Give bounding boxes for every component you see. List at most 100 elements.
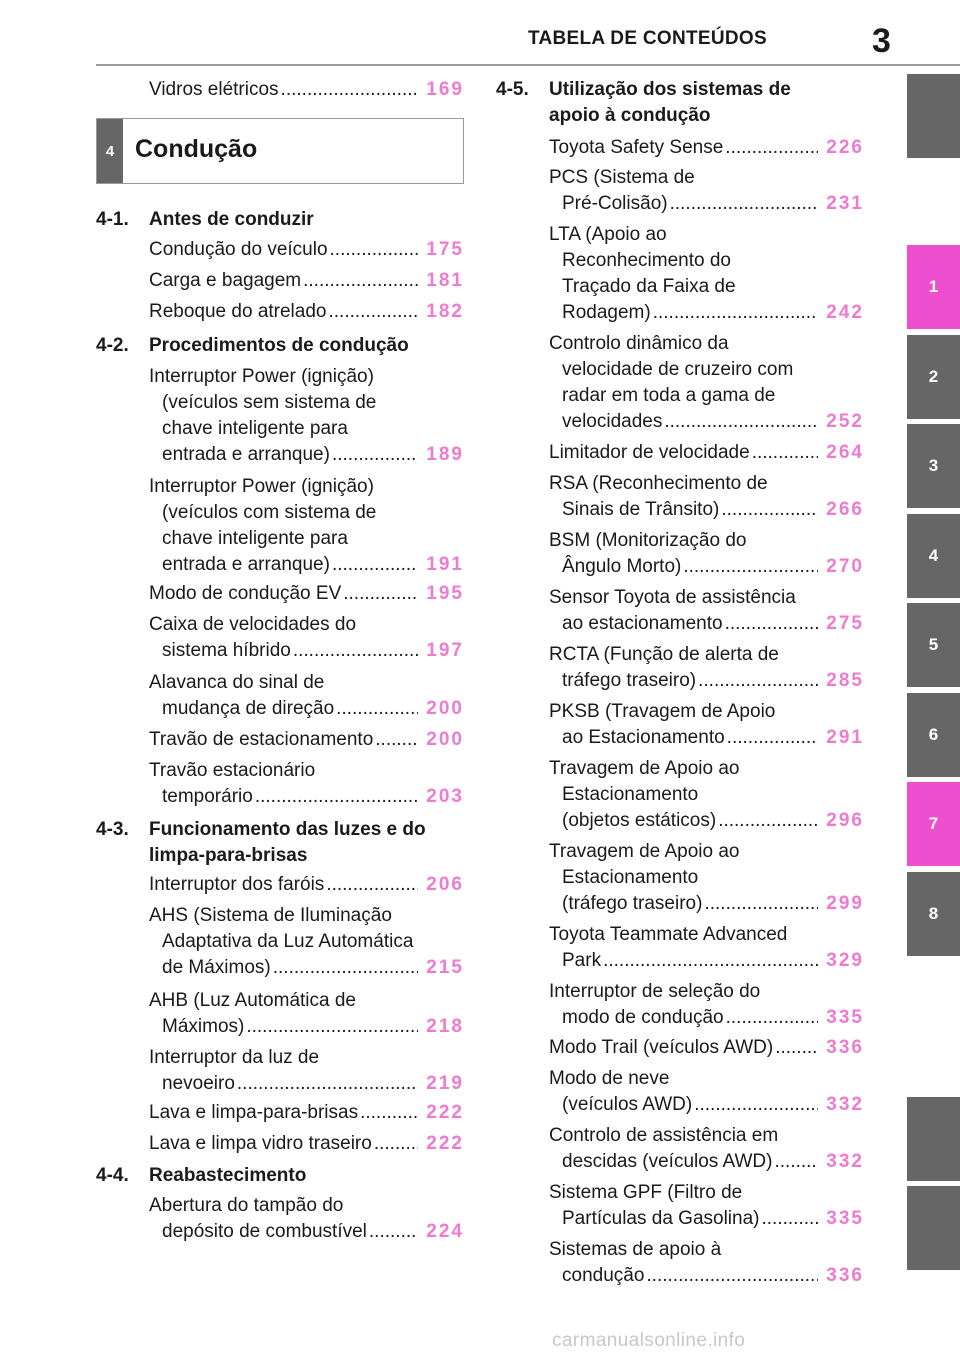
toc-entry[interactable]: PKSB (Travagem de Apoio ao Estacionamento… [496, 699, 864, 751]
toc-entry-text: nevoeiro [162, 1073, 235, 1094]
page-link[interactable]: 332 [826, 1094, 864, 1115]
toc-entry[interactable]: Limitador de velocidade.................… [496, 440, 864, 466]
toc-entry[interactable]: Condução do veículo.....................… [96, 237, 464, 263]
page-link[interactable]: 222 [426, 1102, 464, 1123]
page-link[interactable]: 329 [826, 950, 864, 971]
toc-entry[interactable]: AHS (Sistema de Iluminação Adaptativa da … [96, 903, 464, 981]
chapter-tab-8[interactable]: 8 [907, 872, 960, 956]
toc-entry[interactable]: Travagem de Apoio ao Estacionamento (tráfe… [496, 839, 864, 917]
section-title[interactable]: Reabastecimento [149, 1165, 307, 1186]
toc-entry[interactable]: BSM (Monitorização do Ângulo Morto)......… [496, 528, 864, 580]
page-link[interactable]: 242 [826, 302, 864, 323]
toc-entry[interactable]: Interruptor da luz de nevoeiro...........… [96, 1045, 464, 1097]
page-link[interactable]: 266 [826, 499, 864, 520]
toc-entry[interactable]: AHB (Luz Automática de Máximos)..........… [96, 988, 464, 1040]
page-link[interactable]: 332 [826, 1151, 864, 1172]
page-link[interactable]: 224 [426, 1221, 464, 1242]
page-link[interactable]: 182 [426, 301, 464, 322]
toc-entry[interactable]: Modo de condução EV.....................… [96, 581, 464, 607]
toc-entry[interactable]: Controlo dinâmico da velocidade de cruzei… [496, 331, 864, 435]
page-link[interactable]: 264 [826, 442, 864, 463]
section-title[interactable]: Procedimentos de condução [149, 335, 409, 356]
toc-entry[interactable]: PCS (Sistema de Pré-Colisão).............… [496, 165, 864, 217]
toc-entry[interactable]: LTA (Apoio ao Reconhecimento do Traçado da… [496, 222, 864, 326]
page-link[interactable]: 335 [826, 1208, 864, 1229]
section-title[interactable]: limpa-para-brisas [149, 845, 308, 866]
page-link[interactable]: 189 [426, 444, 464, 465]
toc-entry[interactable]: Caixa de velocidades do sistema híbrido..… [96, 612, 464, 664]
toc-entry[interactable]: Interruptor Power (ignição) (veículos com… [96, 474, 464, 578]
toc-entry[interactable]: Modo Trail (veículos AWD)...............… [496, 1035, 864, 1061]
toc-entry[interactable]: Sistemas de apoio à condução.............… [496, 1237, 864, 1289]
page-link[interactable]: 335 [826, 1007, 864, 1028]
page-link[interactable]: 336 [826, 1265, 864, 1286]
page-link[interactable]: 203 [426, 786, 464, 807]
toc-entry[interactable]: Interruptor dos faróis..................… [96, 872, 464, 898]
toc-entry-text: Lava e limpa vidro traseiro [149, 1133, 372, 1154]
page-link[interactable]: 215 [426, 957, 464, 978]
chapter-tab-3[interactable]: 3 [907, 424, 960, 508]
toc-entry[interactable]: Vidros elétricos........................… [96, 77, 464, 103]
page-link[interactable]: 275 [826, 613, 864, 634]
dot-leader: ........................................… [704, 893, 818, 914]
section-title[interactable]: Utilização dos sistemas de [549, 79, 791, 100]
page-link[interactable]: 296 [826, 810, 864, 831]
chapter-tab-5[interactable]: 5 [907, 603, 960, 687]
page-link[interactable]: 206 [426, 874, 464, 895]
toc-entry[interactable]: Sensor Toyota de assistência ao estaciona… [496, 585, 864, 637]
toc-entry[interactable]: Travão estacionário temporário...........… [96, 758, 464, 810]
toc-entry[interactable]: Alavanca do sinal de mudança de direção..… [96, 670, 464, 722]
toc-entry[interactable]: Interruptor de seleção do modo de conduçã… [496, 979, 864, 1031]
toc-entry[interactable]: Modo de neve (veículos AWD)..............… [496, 1066, 864, 1118]
chapter-tab-1[interactable]: 1 [907, 245, 960, 329]
page-link[interactable]: 231 [826, 193, 864, 214]
toc-entry-text: Travagem de Apoio ao [549, 758, 740, 779]
page-link[interactable]: 226 [826, 137, 864, 158]
toc-entry[interactable]: Interruptor Power (ignição) (veículos sem… [96, 364, 464, 468]
toc-entry[interactable]: Sistema GPF (Filtro de Partículas da Gaso… [496, 1180, 864, 1232]
toc-entry-text: BSM (Monitorização do [549, 530, 747, 551]
page-link[interactable]: 285 [826, 670, 864, 691]
toc-entry[interactable]: Reboque do atrelado.....................… [96, 299, 464, 325]
chapter-tab-2[interactable]: 2 [907, 335, 960, 419]
chapter-tab-4[interactable]: 4 [907, 514, 960, 598]
toc-entry[interactable]: Toyota Teammate Advanced Park............… [496, 922, 864, 974]
page-link[interactable]: 291 [826, 727, 864, 748]
toc-entry[interactable]: Carga e bagagem.........................… [96, 268, 464, 294]
toc-entry[interactable]: Abertura do tampão do depósito de combust… [96, 1193, 464, 1245]
toc-entry-text: Caixa de velocidades do [149, 614, 357, 635]
toc-entry[interactable]: RSA (Reconhecimento de Sinais de Trânsito… [496, 471, 864, 523]
toc-entry[interactable]: RCTA (Função de alerta de tráfego traseir… [496, 642, 864, 694]
chapter-heading: 4 Condução [96, 118, 464, 184]
page-link[interactable]: 175 [426, 239, 464, 260]
page-link[interactable]: 200 [426, 729, 464, 750]
toc-entry[interactable]: Lava e limpa vidro traseiro.............… [96, 1131, 464, 1157]
chapter-tab-7[interactable]: 7 [907, 782, 960, 866]
toc-entry[interactable]: Travagem de Apoio ao Estacionamento (objet… [496, 756, 864, 834]
page-link[interactable]: 181 [426, 270, 464, 291]
page-link[interactable]: 191 [426, 554, 464, 575]
page-link[interactable]: 270 [826, 556, 864, 577]
page-link[interactable]: 195 [426, 583, 464, 604]
section-title[interactable]: apoio à condução [549, 105, 711, 126]
page-link[interactable]: 169 [426, 79, 464, 100]
page-link[interactable]: 219 [426, 1073, 464, 1094]
toc-entry[interactable]: Travão de estacionamento................… [96, 727, 464, 753]
toc-entry[interactable]: Lava e limpa-para-brisas................… [96, 1100, 464, 1126]
page-link[interactable]: 336 [826, 1037, 864, 1058]
section-title[interactable]: Funcionamento das luzes e do [149, 819, 426, 840]
page-link[interactable]: 197 [426, 640, 464, 661]
page-link[interactable]: 218 [426, 1016, 464, 1037]
page-link[interactable]: 222 [426, 1133, 464, 1154]
chapter-tab-6[interactable]: 6 [907, 693, 960, 777]
page-link[interactable]: 299 [826, 893, 864, 914]
toc-entry[interactable]: Toyota Safety Sense.....................… [496, 135, 864, 161]
toc-entry-text: velocidade de cruzeiro com [562, 359, 794, 380]
page-link[interactable]: 200 [426, 698, 464, 719]
section-title[interactable]: Antes de conduzir [149, 209, 314, 230]
chapter-tab-blank[interactable] [907, 1097, 960, 1181]
page-link[interactable]: 252 [826, 411, 864, 432]
chapter-tab-blank[interactable] [907, 74, 960, 158]
toc-entry[interactable]: Controlo de assistência em descidas (veíc… [496, 1123, 864, 1175]
chapter-tab-blank[interactable] [907, 1186, 960, 1270]
